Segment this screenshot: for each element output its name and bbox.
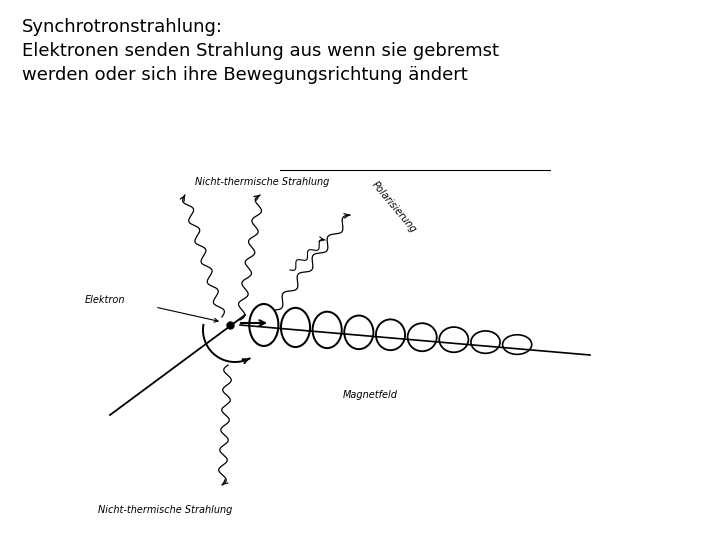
Text: Magnetfeld: Magnetfeld — [343, 390, 397, 400]
Text: Nicht-thermische Strahlung: Nicht-thermische Strahlung — [195, 177, 329, 187]
Text: werden oder sich ihre Bewegungsrichtung ändert: werden oder sich ihre Bewegungsrichtung … — [22, 66, 468, 84]
Text: Polarisierung: Polarisierung — [370, 180, 418, 235]
Text: Elektronen senden Strahlung aus wenn sie gebremst: Elektronen senden Strahlung aus wenn sie… — [22, 42, 499, 60]
Text: Nicht-thermische Strahlung: Nicht-thermische Strahlung — [98, 505, 232, 515]
Text: Synchrotronstrahlung:: Synchrotronstrahlung: — [22, 18, 223, 36]
Text: Elektron: Elektron — [85, 295, 125, 305]
